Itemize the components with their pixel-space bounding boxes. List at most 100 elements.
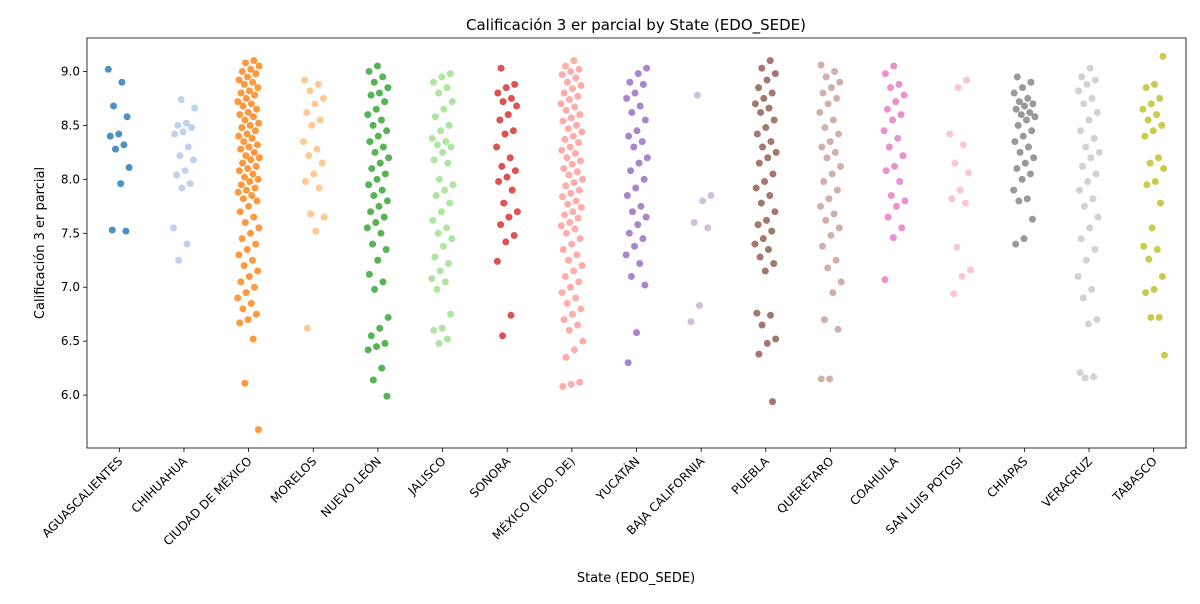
point xyxy=(772,148,780,156)
point xyxy=(1144,116,1152,124)
point xyxy=(1080,202,1088,210)
point xyxy=(381,170,389,178)
point xyxy=(448,235,456,243)
point xyxy=(253,141,261,149)
point xyxy=(504,111,512,119)
point xyxy=(568,160,576,168)
point xyxy=(569,208,577,216)
point xyxy=(238,124,246,132)
point xyxy=(755,350,763,358)
point xyxy=(428,134,436,142)
point xyxy=(894,134,902,142)
point xyxy=(438,324,446,332)
point xyxy=(558,71,566,79)
point xyxy=(106,132,114,140)
point xyxy=(822,216,830,224)
point xyxy=(557,222,565,230)
point xyxy=(118,78,126,86)
point xyxy=(880,127,888,135)
point xyxy=(236,111,244,119)
point xyxy=(625,229,633,237)
point xyxy=(369,121,377,129)
point xyxy=(314,80,322,88)
point xyxy=(1092,170,1100,178)
point xyxy=(569,85,577,93)
point xyxy=(310,170,318,178)
point xyxy=(234,294,242,302)
point xyxy=(243,245,251,253)
point xyxy=(255,119,263,127)
point xyxy=(821,124,829,132)
point xyxy=(249,170,257,178)
point xyxy=(1160,351,1168,359)
point xyxy=(824,100,832,108)
point xyxy=(578,262,586,270)
point xyxy=(369,240,377,248)
point xyxy=(363,224,371,232)
point xyxy=(752,184,760,192)
point xyxy=(1024,143,1032,151)
point xyxy=(365,270,373,278)
point xyxy=(235,76,243,84)
point xyxy=(946,130,954,138)
point xyxy=(181,167,189,175)
point xyxy=(558,289,566,297)
point xyxy=(579,337,587,345)
point xyxy=(250,213,258,221)
point xyxy=(768,89,776,97)
point xyxy=(315,184,323,192)
point xyxy=(247,100,255,108)
point xyxy=(881,276,889,284)
point xyxy=(319,94,327,102)
point xyxy=(511,80,519,88)
point xyxy=(577,81,585,89)
point xyxy=(1084,320,1092,328)
point xyxy=(765,104,773,112)
point xyxy=(1156,94,1164,102)
x-tick-label: YUCATÁN xyxy=(592,454,642,504)
point xyxy=(439,242,447,250)
point xyxy=(1160,165,1168,173)
point xyxy=(567,67,575,75)
point xyxy=(499,332,507,340)
point xyxy=(1019,84,1027,92)
point xyxy=(636,260,644,267)
point xyxy=(241,173,249,181)
point xyxy=(365,181,373,189)
point xyxy=(571,149,579,157)
point xyxy=(373,175,381,183)
point xyxy=(563,299,571,307)
point xyxy=(254,267,262,275)
point xyxy=(575,278,583,286)
point xyxy=(445,260,453,267)
point xyxy=(448,98,456,106)
point xyxy=(1026,170,1034,178)
point xyxy=(574,321,582,329)
point xyxy=(948,195,956,203)
point xyxy=(764,154,772,162)
point xyxy=(761,178,769,185)
point xyxy=(175,256,183,264)
point xyxy=(1077,127,1085,135)
point xyxy=(303,324,311,332)
point xyxy=(576,235,584,243)
point xyxy=(497,221,505,229)
point xyxy=(562,182,570,190)
point xyxy=(236,319,244,327)
point xyxy=(123,113,131,121)
point xyxy=(761,267,769,275)
point xyxy=(247,65,255,73)
point xyxy=(1142,289,1150,297)
point xyxy=(1014,121,1022,129)
point xyxy=(574,92,582,100)
point xyxy=(1140,242,1148,250)
point xyxy=(828,170,836,178)
point xyxy=(897,111,905,119)
point xyxy=(885,143,893,151)
point xyxy=(575,65,583,73)
y-tick-label: 6.0 xyxy=(61,388,80,402)
point xyxy=(901,197,909,205)
point xyxy=(179,128,187,136)
point xyxy=(378,364,386,372)
